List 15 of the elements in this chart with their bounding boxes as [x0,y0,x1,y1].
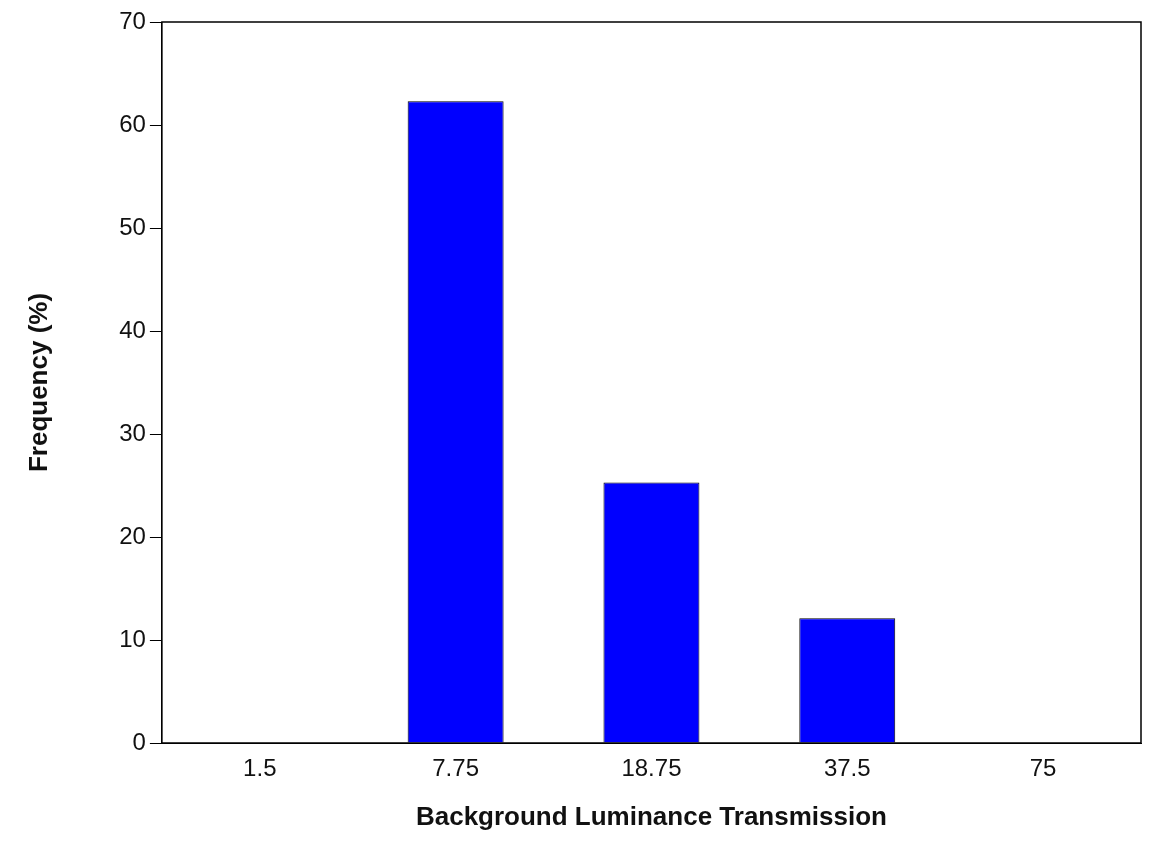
y-tick-label: 70 [119,6,146,34]
x-tick-label: 18.75 [621,754,682,782]
y-tick-label: 30 [119,418,146,446]
y-tick-label: 40 [119,315,146,343]
y-tick-label: 60 [119,109,146,137]
y-tick-label: 50 [119,212,146,240]
x-axis-title: Background Luminance Transmission [415,800,887,831]
y-tick-label: 10 [119,624,146,652]
x-tick-label: 75 [1029,754,1057,782]
x-tick-label: 37.5 [823,754,871,782]
x-tick-label: 1.5 [243,754,277,782]
x-tick-label: 7.75 [432,754,479,782]
y-axis-title: Frequency (%) [22,292,53,473]
y-tick-label: 20 [119,521,146,549]
y-tick-label: 0 [132,727,146,755]
